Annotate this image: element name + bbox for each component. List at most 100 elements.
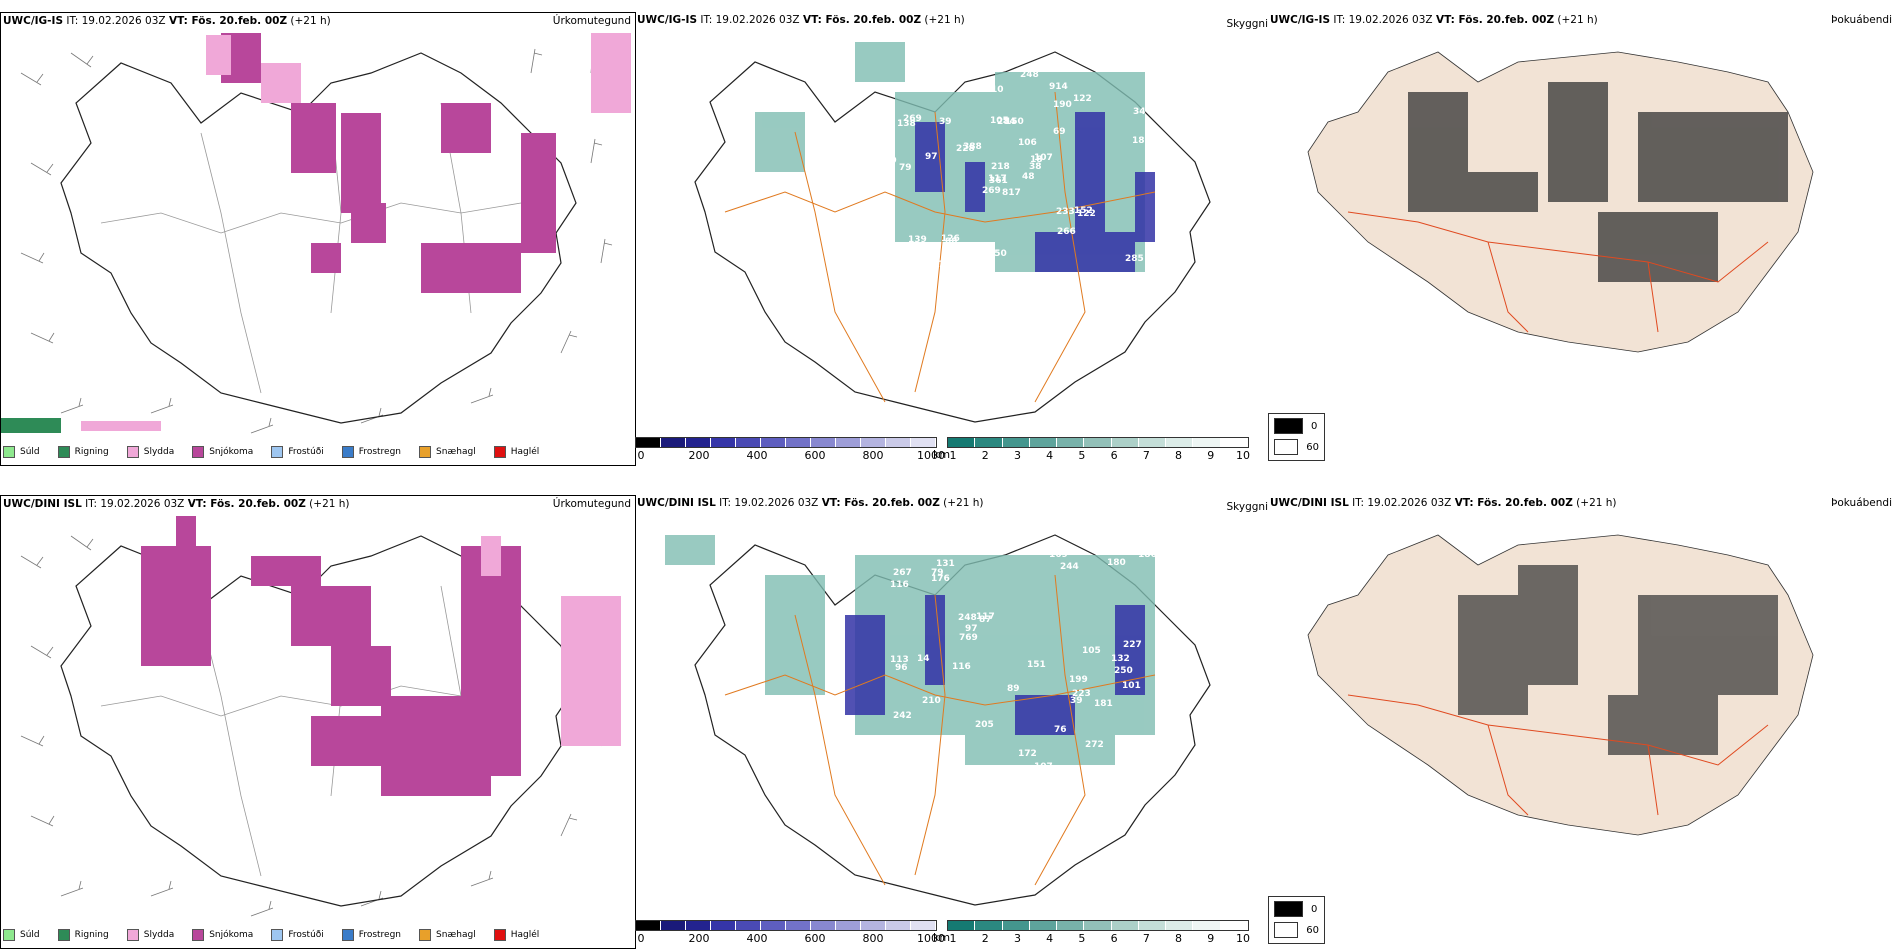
colorbar-cell: [975, 438, 1003, 447]
legend-swatch: [341, 929, 354, 941]
header-top-2: UWC/IG-IS IT: 19.02.2026 03Z VT: Fös. 20…: [637, 14, 965, 26]
cloudbase-label: 223: [1072, 689, 1091, 699]
lead-time: (+21 h): [290, 15, 331, 27]
cloudbase-label: 96: [895, 663, 908, 673]
cloud-map-top: 817 138 361 108 18 88 914 150 190 48 172 158 79 34 269…: [694, 42, 1211, 423]
colorbar-cell: [811, 438, 836, 447]
legend-item: Slydda: [126, 446, 174, 458]
cloudbase-label: 190: [1053, 100, 1072, 110]
colorbar-cell: [711, 438, 736, 447]
colorbar-cell: [736, 438, 761, 447]
colorbar-cell: [1057, 921, 1085, 930]
legend-swatch: [493, 446, 506, 458]
model-name: UWC/IG-IS: [3, 15, 64, 27]
legend-swatch: [341, 446, 354, 458]
valid-time: VT: Fös. 20.feb. 00Z: [821, 497, 940, 509]
fog-legend-row: 0: [1274, 900, 1319, 918]
legend-swatch: [57, 446, 70, 458]
legend-swatch: [3, 929, 15, 941]
cloudbase-label: 132: [1111, 654, 1130, 664]
cloudbase-label: 172: [914, 76, 933, 86]
cloudbase-label: 151: [1027, 660, 1046, 670]
colorbar-cell: [1138, 921, 1167, 930]
valid-time: VT: Fös. 20.feb. 00Z: [1454, 497, 1573, 509]
cloudbase-label: 250: [1114, 666, 1133, 676]
legend-item: Frostregn: [341, 929, 401, 941]
cloudbase-label: 284: [997, 117, 1016, 127]
cloudbase-label: 248: [1020, 70, 1039, 80]
colorbar-cell: [1166, 921, 1194, 930]
colorbar-cell: [711, 921, 736, 930]
colorbar-tick: 1000: [916, 932, 945, 945]
colorbar-cell: [861, 438, 886, 447]
cloudbase-label: 96: [887, 269, 900, 279]
fog-legend-row: 60: [1274, 438, 1319, 456]
cloudbase-label: 122: [1105, 278, 1124, 288]
iceland-outline: [60, 52, 577, 424]
road-network: [100, 585, 522, 877]
colorbar-cell: [1002, 921, 1030, 930]
legend-swatch: [192, 929, 205, 941]
precip-panel-bottom: UWC/DINI ISL IT: 19.02.2026 03Z VT: Fös.…: [0, 495, 636, 949]
fog-shading: [1408, 82, 1788, 282]
iceland-outline: [694, 51, 1211, 423]
cloud-labels-top: 817 138 361 108 18 88 914 150 190 48 172 158 79 34 269…: [867, 70, 1151, 293]
cloudbase-label: 388: [963, 142, 982, 152]
snow-areas: [141, 516, 521, 796]
colorbar-cells: [947, 920, 1249, 931]
legend-item: Súld: [3, 929, 40, 941]
legend-swatch: [192, 446, 205, 458]
legend-item: Súld: [3, 446, 40, 458]
colorbar-cell: [1138, 438, 1167, 447]
cloudbase-label: 285: [1125, 254, 1144, 264]
cloudbase-label: 248: [958, 613, 977, 623]
legend-item: Frostúði: [271, 929, 324, 941]
fog-legend-bottom: 0 60: [1268, 896, 1325, 944]
colorbar-tick: 6: [1110, 932, 1118, 945]
colorbar-tick: 0: [637, 449, 645, 462]
cloudbase-label: 109: [878, 156, 897, 166]
colorbar-cell: [761, 438, 786, 447]
colorbar-tick: 200: [688, 449, 710, 462]
cloudbase-label: 79: [899, 163, 912, 173]
cloudbase-label: 105: [1082, 646, 1101, 656]
colorbar-unit: km: [933, 931, 951, 944]
legend-swatch: [57, 929, 70, 941]
roads: [724, 91, 1156, 403]
cloud-panel-top: 817 138 361 108 18 88 914 150 190 48 172 158 79 34 269…: [635, 12, 1268, 464]
colorbar-unit: km: [933, 448, 951, 461]
cloudbase-label: 180: [1107, 558, 1126, 568]
init-time: IT: 19.02.2026 03Z: [1352, 497, 1452, 509]
colorbar-cell: [836, 438, 861, 447]
cloudbase-label: 199: [1069, 675, 1088, 685]
cloudbase-label: 97: [965, 624, 978, 634]
legend-label: Slydda: [143, 930, 175, 940]
visibility-bar-bottom: km 1 2 3 4 5 6 7 8 9 10: [933, 920, 1250, 945]
cloudbase-label: 228: [956, 144, 975, 154]
colorbar-tick: 4: [1046, 932, 1054, 945]
cloudbase-label: 750: [1121, 743, 1140, 753]
legend-swatch: [419, 446, 432, 458]
panel-title-cloud: Skyggni: [1226, 501, 1269, 513]
colorbar-cell: [761, 921, 786, 930]
fog-shading: [1458, 565, 1778, 755]
colorbar-cell: [636, 921, 661, 930]
colorbar-ticks: 0 200 400 600 800 1000: [635, 449, 945, 462]
header-top-1: UWC/IG-IS IT: 19.02.2026 03Z VT: Fös. 20…: [3, 15, 331, 27]
colorbar-cell: [886, 921, 911, 930]
cloudbase-label: 116: [952, 662, 971, 672]
legend-swatch: [126, 929, 139, 941]
cloudbase-label: 245: [940, 275, 959, 285]
colorbar-cells: [635, 920, 937, 931]
legend-item: Frostúði: [271, 446, 324, 458]
colorbar-cell: [1057, 438, 1085, 447]
cloudbase-label: 48: [1022, 172, 1035, 182]
cloudbase-label: 113: [890, 655, 909, 665]
colorbar-cell: [686, 921, 711, 930]
lead-time: (+21 h): [1557, 14, 1598, 26]
model-name: UWC/DINI ISL: [1270, 497, 1349, 509]
panel-title-precip: Úrkomutegund: [552, 498, 631, 510]
colorbar-tick: 6: [1110, 449, 1118, 462]
cloudbase-label: 106: [1018, 138, 1037, 148]
init-time: IT: 19.02.2026 03Z: [719, 497, 819, 509]
